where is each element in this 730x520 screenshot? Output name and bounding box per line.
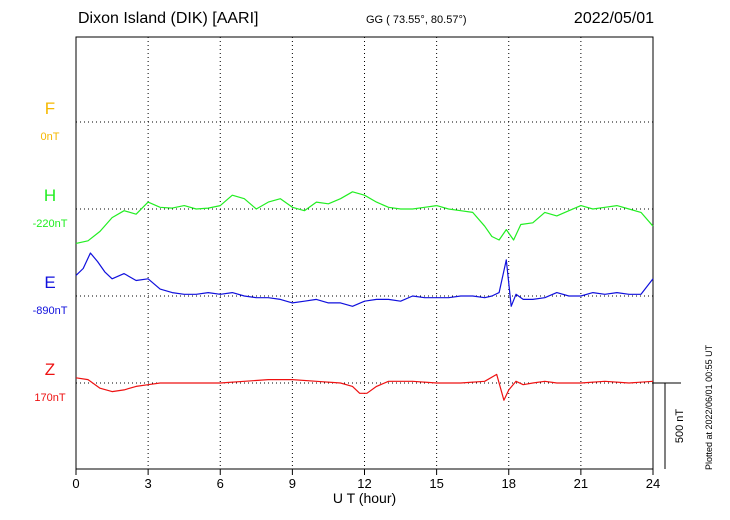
baseline-value-h: -220nT xyxy=(33,218,68,230)
scale-bar-label: 500 nT xyxy=(674,409,686,444)
x-tick-label: 18 xyxy=(502,476,516,491)
station-title: Dixon Island (DIK) [AARI] xyxy=(78,10,259,27)
series-label-f: F xyxy=(45,99,55,118)
baseline-value-z: 170nT xyxy=(34,392,65,404)
x-tick-label: 21 xyxy=(574,476,588,491)
baseline-value-e: -890nT xyxy=(33,305,68,317)
series-label-z: Z xyxy=(45,360,55,379)
plotted-timestamp: Plotted at 2022/06/01 00:55 UT xyxy=(704,344,714,470)
date-label: 2022/05/01 xyxy=(573,10,654,27)
x-tick-label: 0 xyxy=(72,476,79,491)
series-label-e: E xyxy=(44,273,55,292)
x-tick-label: 9 xyxy=(289,476,296,491)
baseline-value-f: 0nT xyxy=(41,131,60,143)
series-label-h: H xyxy=(44,186,56,205)
x-tick-label: 3 xyxy=(145,476,152,491)
x-axis-label: U T (hour) xyxy=(333,490,396,506)
x-tick-label: 6 xyxy=(217,476,224,491)
series-line-e xyxy=(75,252,654,307)
x-tick-label: 24 xyxy=(646,476,660,491)
coordinates-label: GG ( 73.55°, 80.57°) xyxy=(366,14,467,26)
x-tick-label: 15 xyxy=(429,476,443,491)
series-line-z xyxy=(75,373,654,401)
x-tick-label: 12 xyxy=(357,476,371,491)
series-line-h xyxy=(75,191,654,244)
